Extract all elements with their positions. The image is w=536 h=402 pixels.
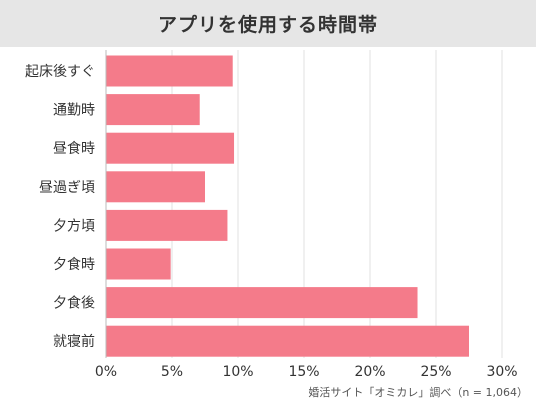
bar bbox=[106, 132, 235, 164]
category-label: 通勤時 bbox=[53, 103, 95, 119]
x-tick-label: 20% bbox=[354, 364, 385, 380]
bar bbox=[106, 209, 228, 241]
category-label: 昼過ぎ頃 bbox=[39, 180, 95, 196]
bar bbox=[106, 171, 205, 203]
x-tick-label: 5% bbox=[161, 364, 183, 380]
x-tick-label: 30% bbox=[486, 364, 517, 380]
category-label: 夕食後 bbox=[53, 295, 95, 312]
category-label: 就寝前 bbox=[53, 333, 95, 350]
bar bbox=[106, 94, 200, 126]
category-label: 夕方頃 bbox=[53, 218, 95, 234]
x-tick-label: 25% bbox=[420, 364, 451, 380]
category-label: 起床後すぐ bbox=[25, 64, 95, 80]
x-tick-label: 15% bbox=[288, 364, 319, 380]
category-label: 夕食時 bbox=[53, 256, 95, 273]
bar bbox=[106, 248, 171, 280]
x-tick-label: 0% bbox=[95, 364, 117, 380]
x-tick-label: 10% bbox=[222, 364, 253, 380]
chart-title: アプリを使用する時間帯 bbox=[157, 14, 378, 36]
bar bbox=[106, 325, 469, 357]
category-label: 昼食時 bbox=[53, 140, 95, 157]
chart-title-bar: アプリを使用する時間帯 bbox=[0, 0, 536, 47]
source-note: 婚活サイト「オミカレ」調べ（n = 1,064） bbox=[308, 386, 528, 399]
bar bbox=[106, 55, 233, 87]
bar bbox=[106, 287, 418, 319]
